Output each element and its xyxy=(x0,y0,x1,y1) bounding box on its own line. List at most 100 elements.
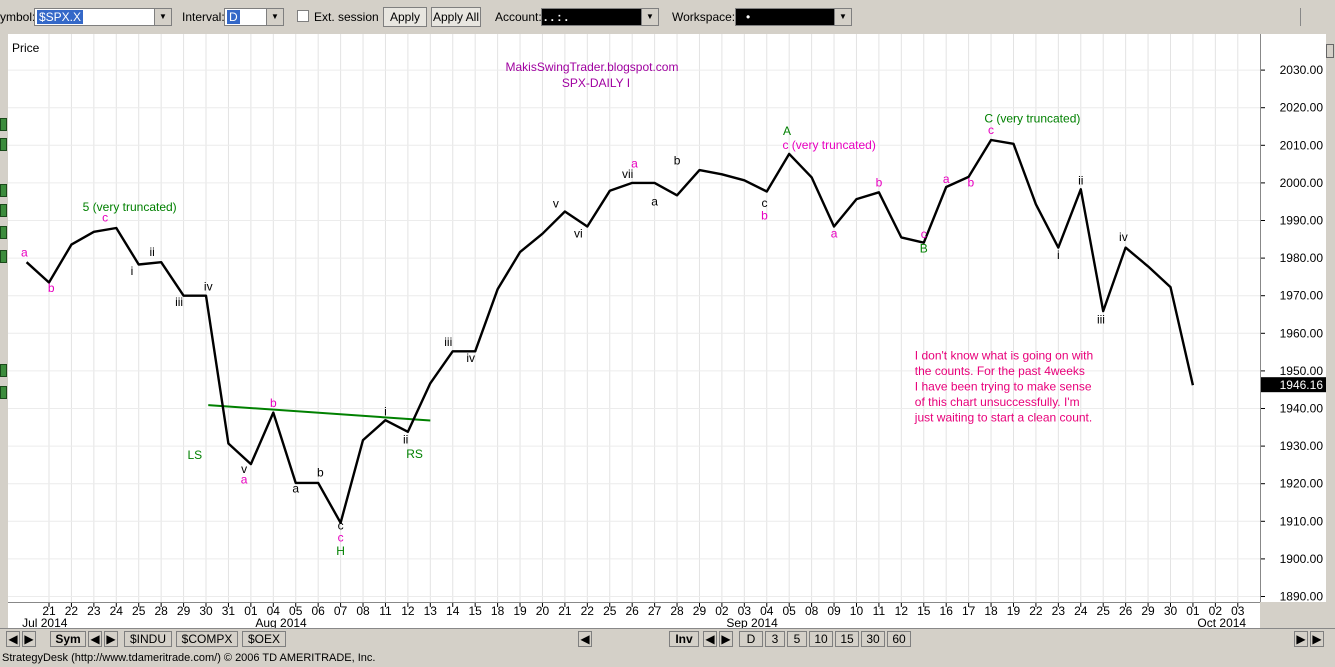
x-tick-label: 18 xyxy=(984,604,998,618)
symbol-select[interactable]: $SPX.X ▼ xyxy=(34,8,172,26)
ext-session-checkbox[interactable] xyxy=(297,10,309,22)
interval-tab-3[interactable]: 3 xyxy=(765,631,785,647)
x-tick-label: 04 xyxy=(760,604,774,618)
wave-label: c (very truncated) xyxy=(782,138,875,152)
wave-label: ii xyxy=(1078,173,1083,187)
interval-tab-15[interactable]: 15 xyxy=(835,631,859,647)
y-axis[interactable]: 1890.00 1900.00 1910.00 1920.00 1930.00 1940.… xyxy=(1260,34,1327,604)
x-tick-label: 19 xyxy=(513,604,527,618)
tab-compx[interactable]: $COMPX xyxy=(176,631,238,647)
tool-button[interactable] xyxy=(0,184,7,197)
tool-button[interactable] xyxy=(0,250,7,263)
tab-scroll-left-icon[interactable]: ◀ xyxy=(88,631,102,647)
wave-label: b xyxy=(761,209,768,223)
wave-label: H xyxy=(336,544,345,558)
x-tick-label: 28 xyxy=(154,604,168,618)
x-tick-label: 04 xyxy=(267,604,281,618)
x-tick-label: 22 xyxy=(65,604,79,618)
hscroll-right-icon[interactable]: ▶ xyxy=(1294,631,1308,647)
tool-button[interactable] xyxy=(0,226,7,239)
x-tick-label: 21 xyxy=(42,604,56,618)
wave-label: RS xyxy=(406,447,423,461)
tool-button[interactable] xyxy=(0,204,7,217)
hscroll-left-icon[interactable]: ◀ xyxy=(578,631,592,647)
scroll-right-icon[interactable]: ▶ xyxy=(22,631,36,647)
chart-subtitle: SPX-DAILY I xyxy=(562,76,630,90)
chevron-down-icon[interactable]: ▼ xyxy=(834,9,851,25)
wave-label: b xyxy=(48,281,55,295)
chart-canvas: Price MakisSwingTrader.blogspot.com SPX-… xyxy=(8,34,1260,602)
tool-button[interactable] xyxy=(0,118,7,131)
x-month-label: Sep 2014 xyxy=(726,616,778,629)
wave-label: b xyxy=(876,175,883,189)
tab-oex[interactable]: $OEX xyxy=(242,631,286,647)
interval-select[interactable]: D ▼ xyxy=(224,8,284,26)
interval-tab-5[interactable]: 5 xyxy=(787,631,807,647)
interval-tab-10[interactable]: 10 xyxy=(809,631,833,647)
annotation-line: just waiting to start a clean count. xyxy=(914,411,1092,425)
bottom-bar: ◀ ▶ Sym ◀ ▶ $INDU $COMPX $OEX ◀ Inv ◀ ▶ … xyxy=(0,628,1335,651)
chevron-down-icon[interactable]: ▼ xyxy=(154,9,171,25)
scroll-handle[interactable] xyxy=(1326,44,1334,58)
x-tick-label: 01 xyxy=(1186,604,1200,618)
annotation-line: of this chart unsuccessfully. I'm xyxy=(915,395,1080,409)
x-tick-label: 24 xyxy=(110,604,124,618)
wave-label: iv xyxy=(466,351,475,365)
y-tick-label: 2030.00 xyxy=(1280,63,1324,77)
account-select[interactable]: . . : . ▼ xyxy=(541,8,659,26)
wave-label: b xyxy=(968,175,975,189)
interval-tab-30[interactable]: 30 xyxy=(861,631,885,647)
x-tick-label: 03 xyxy=(738,604,752,618)
wave-label: a xyxy=(943,172,950,186)
interval-tab-60[interactable]: 60 xyxy=(887,631,911,647)
tool-button[interactable] xyxy=(0,386,7,399)
x-tick-label: 21 xyxy=(558,604,572,618)
wave-label: LS xyxy=(187,448,202,462)
x-tick-label: 26 xyxy=(626,604,640,618)
x-tick-label: 30 xyxy=(1164,604,1178,618)
wave-label: a xyxy=(631,156,638,170)
wave-label: v xyxy=(553,196,559,210)
scroll-left-icon[interactable]: ◀ xyxy=(6,631,20,647)
y-tick-label: 2020.00 xyxy=(1280,101,1324,115)
x-tick-label: 05 xyxy=(289,604,303,618)
tab-scroll-right-icon[interactable]: ▶ xyxy=(104,631,118,647)
x-axis: 21 22 23 24 25 28 29 30 31 01 04 05 06 07 08 11 12 13 14 15… xyxy=(8,602,1260,630)
y-tick-label: 1940.00 xyxy=(1280,402,1324,416)
last-price-box xyxy=(1261,377,1327,393)
interval-tab-d[interactable]: D xyxy=(739,631,763,647)
sym-button[interactable]: Sym xyxy=(50,631,86,647)
chevron-down-icon[interactable]: ▼ xyxy=(266,9,283,25)
x-tick-label: 22 xyxy=(581,604,595,618)
wave-label: vii xyxy=(622,167,633,181)
annotation-line: I have been trying to make sense xyxy=(915,380,1092,394)
y-tick-label: 1990.00 xyxy=(1280,214,1324,228)
wave-label: a xyxy=(651,194,658,208)
price-chart[interactable]: Price MakisSwingTrader.blogspot.com SPX-… xyxy=(8,34,1260,602)
inv-button[interactable]: Inv xyxy=(669,631,699,647)
vertical-gridlines xyxy=(48,34,1239,602)
interval-scroll-right-icon[interactable]: ▶ xyxy=(719,631,733,647)
tool-button[interactable] xyxy=(0,138,7,151)
wave-label: iii xyxy=(444,335,452,349)
wave-label: c xyxy=(102,210,108,224)
x-axis-canvas: 21 22 23 24 25 28 29 30 31 01 04 05 06 07 08 11 12 13 14 15… xyxy=(22,603,1246,630)
wave-label: c xyxy=(338,519,344,533)
y-tick-label: 1910.00 xyxy=(1280,514,1324,528)
wave-label: i xyxy=(1057,248,1060,262)
ext-session-label: Ext. session xyxy=(314,10,379,24)
interval-scroll-left-icon[interactable]: ◀ xyxy=(703,631,717,647)
hscroll-end-icon[interactable]: ▶ xyxy=(1310,631,1324,647)
x-tick-label: 01 xyxy=(244,604,258,618)
chevron-down-icon[interactable]: ▼ xyxy=(641,9,658,25)
y-tick-label: 2010.00 xyxy=(1280,138,1324,152)
tab-indu[interactable]: $INDU xyxy=(124,631,172,647)
tool-button[interactable] xyxy=(0,364,7,377)
y-tick-label: 1950.00 xyxy=(1280,364,1324,378)
apply-all-button[interactable]: Apply All xyxy=(431,7,481,27)
apply-button[interactable]: Apply xyxy=(383,7,427,27)
wave-label: b xyxy=(270,396,277,410)
workspace-select[interactable]: • ▼ xyxy=(735,8,852,26)
wave-label: i xyxy=(384,404,387,418)
wave-label: iv xyxy=(204,279,213,293)
